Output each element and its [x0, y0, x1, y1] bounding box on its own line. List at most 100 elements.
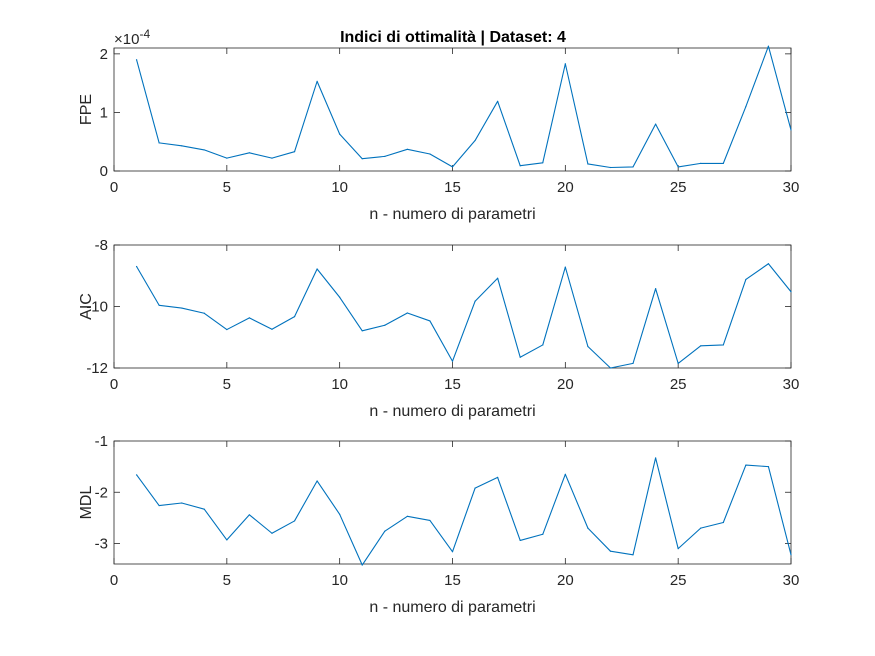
data-point: [361, 564, 363, 566]
y-tick-label: -12: [86, 360, 108, 377]
data-point: [655, 123, 657, 125]
x-tick-label: 5: [223, 179, 231, 196]
data-point: [655, 288, 657, 290]
data-point: [316, 268, 318, 270]
data-point: [339, 133, 341, 135]
y-axis-label: FPE: [78, 94, 95, 125]
data-point: [226, 539, 228, 541]
x-tick-label: 10: [331, 376, 348, 393]
data-point: [451, 166, 454, 168]
plot-area: [113, 244, 792, 369]
data-point: [248, 152, 250, 154]
x-tick-label: 10: [331, 572, 348, 589]
data-point: [248, 514, 250, 516]
data-point: [158, 142, 160, 144]
data-point: [655, 457, 657, 459]
data-point: [384, 530, 386, 532]
series-line: [136, 457, 792, 566]
data-point: [790, 554, 792, 556]
x-axis-label: n - numero di parametri: [369, 599, 535, 616]
data-point: [609, 166, 612, 169]
data-point: [632, 362, 634, 364]
subplot-mdl: 0 5 10 15 20 25 30 -3 -2 -1 n - numero di parametr…: [78, 433, 799, 616]
y-exponent-power: -4: [139, 27, 150, 41]
x-tick-label: 15: [444, 179, 461, 196]
data-point: [158, 504, 160, 507]
data-point: [271, 328, 273, 330]
data-point: [700, 345, 702, 347]
data-point: [248, 317, 250, 319]
data-point: [226, 157, 228, 159]
data-point: [767, 466, 770, 468]
data-point: [203, 312, 205, 314]
x-tick-label: 0: [110, 572, 118, 589]
series-line: [136, 263, 792, 369]
y-axis-label: MDL: [78, 486, 95, 520]
x-axis-label: n - numero di parametri: [369, 403, 535, 420]
data-point: [361, 330, 363, 332]
x-tick-label: 10: [331, 179, 348, 196]
series-line: [136, 45, 792, 169]
data-point: [700, 527, 702, 529]
data-point: [542, 533, 544, 535]
y-tick-label: -10: [86, 299, 108, 316]
x-tick-label: 30: [783, 179, 800, 196]
data-point: [609, 550, 612, 552]
x-tick-label: 15: [444, 572, 461, 589]
y-exponent-label: ×10-4: [114, 27, 150, 48]
data-point: [203, 149, 205, 151]
data-point: [722, 521, 724, 524]
data-point: [384, 155, 386, 157]
data-point: [135, 474, 138, 476]
data-point: [406, 312, 408, 314]
x-tick-label: 25: [670, 376, 687, 393]
data-point: [497, 476, 499, 478]
x-tick-label: 0: [110, 376, 118, 393]
y-tick-label: -2: [95, 484, 108, 501]
data-point: [293, 520, 296, 522]
subplot-aic: 0 5 10 15 20 25 30 -12 -10 -8 n - numero di parame…: [78, 237, 799, 420]
data-point: [745, 278, 747, 281]
data-point: [429, 320, 431, 322]
data-point: [632, 554, 634, 556]
data-point: [474, 300, 476, 302]
data-point: [158, 304, 160, 306]
axes-root: 0 5 10 15 20 25 30 0 1 2 ×10-4 n - numero di parame…: [78, 27, 799, 616]
data-point: [745, 105, 747, 108]
data-point: [384, 324, 386, 326]
data-point: [497, 277, 499, 279]
data-point: [790, 291, 792, 293]
data-point: [361, 158, 363, 160]
data-point: [767, 45, 770, 47]
x-tick-label: 20: [557, 572, 574, 589]
data-point: [339, 513, 341, 515]
x-axis-label: n - numero di parametri: [369, 206, 535, 223]
y-tick-label: -3: [95, 536, 108, 553]
data-point: [429, 519, 431, 522]
data-point: [293, 151, 296, 153]
data-point: [722, 344, 724, 346]
data-point: [587, 527, 589, 529]
data-point: [632, 166, 634, 168]
data-point: [135, 265, 138, 268]
data-point: [767, 263, 770, 265]
plot-area: [113, 47, 792, 172]
x-tick-label: 25: [670, 179, 687, 196]
data-point: [519, 539, 521, 542]
data-point: [451, 551, 454, 553]
data-point: [293, 316, 296, 318]
y-tick-label: 1: [100, 104, 108, 121]
data-point: [271, 532, 273, 534]
x-tick-label: 20: [557, 376, 574, 393]
y-axis-label: AIC: [78, 293, 95, 320]
chart-title: Indici di ottimalità | Dataset: 4: [340, 29, 566, 46]
data-point: [451, 360, 454, 362]
data-point: [226, 328, 228, 331]
data-point: [677, 166, 679, 168]
data-point: [542, 162, 544, 164]
data-point: [519, 165, 521, 167]
data-point: [316, 80, 318, 82]
x-tick-label: 30: [783, 572, 800, 589]
data-point: [316, 480, 318, 482]
